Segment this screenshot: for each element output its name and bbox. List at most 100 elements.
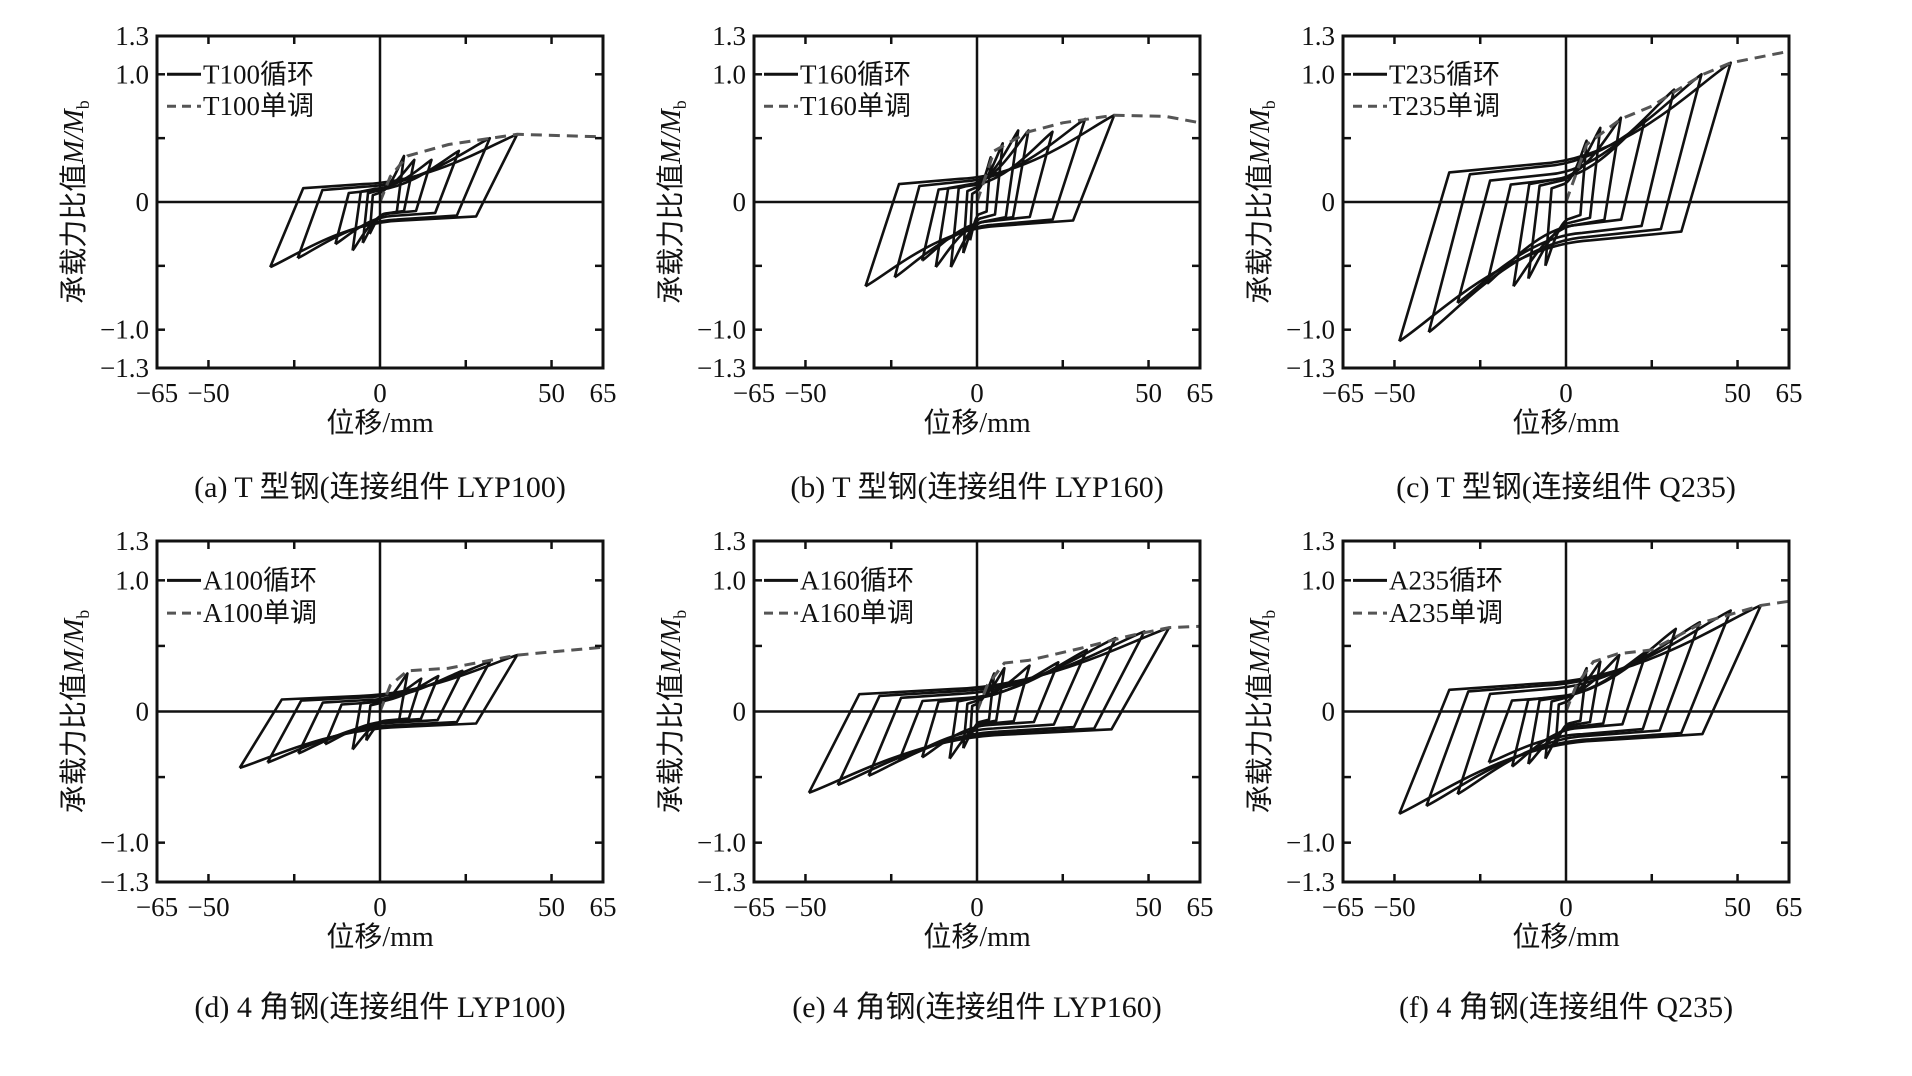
y-tick-label: 1.0 [712, 565, 746, 595]
plot-frame [752, 34, 1202, 370]
hysteresis-loop-4 [1485, 117, 1647, 285]
x-tick-label: 0 [373, 378, 387, 408]
y-tick-label: 0 [136, 697, 150, 727]
x-tick-label: −65 [1322, 892, 1364, 922]
y-axis-label: 承载力比值M/Mb [1244, 610, 1279, 813]
y-tick-label: 1.3 [115, 21, 149, 51]
y-tick-label: 1.3 [1301, 526, 1335, 556]
chart-panel-e: 1.31.00−1.0−1.3−65 −50 0 50 65位移/mm承载力比值M/Mb… [655, 526, 1214, 1024]
y-axis-label: 承载力比值M/Mb [1244, 100, 1279, 303]
legend-label-cyclic: A100循环 [203, 565, 317, 595]
y-tick-label: −1.0 [697, 828, 746, 858]
x-tick-label: 65 [590, 892, 617, 922]
x-axis-label: 位移/mm [923, 921, 1031, 953]
cyclic-series [269, 133, 519, 269]
y-tick-label: 1.3 [1301, 21, 1335, 51]
y-label-numerator: M [656, 139, 687, 165]
y-label-text: 承载力比值 [58, 164, 90, 304]
cyclic-series [238, 653, 519, 770]
cyclic-series [807, 626, 1171, 795]
hysteresis-loop-6 [365, 672, 409, 742]
y-tick-label: 1.0 [115, 59, 149, 89]
y-label-denominator: M [59, 108, 90, 134]
y-label-text: 承载力比值 [1244, 673, 1276, 813]
x-tick-label: −65 [1322, 378, 1364, 408]
y-tick-label: −1.3 [697, 353, 746, 383]
y-label-subscript: b [670, 100, 690, 109]
plot-frame [155, 34, 605, 370]
y-tick-label: 1.0 [1301, 565, 1335, 595]
y-label-text: 承载力比值 [1244, 164, 1276, 304]
panel-caption: (d) 4 角钢(连接组件 LYP100) [194, 991, 565, 1024]
x-tick-label: 50 [538, 892, 565, 922]
panel-caption: (b) T 型钢(连接组件 LYP160) [790, 471, 1163, 504]
y-tick-label: −1.3 [100, 353, 149, 383]
y-label-denominator: M [59, 617, 90, 643]
x-tick-label: 65 [1776, 892, 1803, 922]
hysteresis-loop-6 [1527, 653, 1621, 765]
y-tick-label: 1.3 [115, 526, 149, 556]
hysteresis-loop-7 [1544, 660, 1602, 760]
x-tick-label: 50 [1135, 892, 1162, 922]
panel-caption: (f) 4 角钢(连接组件 Q235) [1399, 991, 1733, 1024]
hysteresis-loop-3 [1456, 621, 1702, 796]
x-tick-label: 0 [970, 378, 984, 408]
monotonic-curve [378, 645, 604, 713]
legend-label-cyclic: T160循环 [800, 59, 911, 89]
monotonic-curve [975, 624, 1201, 713]
x-axis-label: 位移/mm [1512, 407, 1620, 439]
y-tick-label: 1.0 [1301, 59, 1335, 89]
monotonic-curve [1564, 599, 1790, 713]
y-tick-label: 1.3 [712, 526, 746, 556]
chart-panel-b: 1.31.00−1.0−1.3−65 −50 0 50 65位移/mm承载力比值M/Mb… [655, 21, 1214, 504]
y-label-denominator: M [656, 108, 687, 134]
x-tick-label: −50 [784, 892, 826, 922]
y-tick-label: −1.3 [697, 867, 746, 897]
hysteresis-loop-2 [1427, 73, 1703, 334]
y-label-separator: / [1245, 640, 1276, 652]
monotonic-curve [975, 113, 1201, 203]
legend-label-cyclic: A160循环 [800, 565, 914, 595]
monotonic-curve [1564, 49, 1790, 203]
chart-panel-c: 1.31.00−1.0−1.3−65 −50 0 50 65位移/mm承载力比值M/Mb… [1244, 21, 1803, 504]
y-tick-label: −1.0 [1286, 315, 1335, 345]
y-label-numerator: M [1245, 648, 1276, 674]
hysteresis-loop-7 [962, 666, 1006, 749]
y-tick-label: −1.0 [697, 315, 746, 345]
y-label-subscript: b [1259, 610, 1279, 619]
x-tick-label: 50 [538, 378, 565, 408]
y-tick-label: 0 [733, 187, 747, 217]
chart-panel-a: 1.31.00−1.0−1.3−65 −50 0 50 65位移/mm承载力比值M/Mb… [58, 21, 617, 504]
x-tick-label: −65 [136, 892, 178, 922]
legend-label-monotonic: A160单调 [800, 598, 914, 628]
y-label-separator: / [656, 640, 687, 652]
y-tick-label: 1.3 [712, 21, 746, 51]
legend-label-cyclic: T100循环 [203, 59, 314, 89]
legend-label-monotonic: T100单调 [203, 91, 314, 121]
y-label-numerator: M [59, 648, 90, 674]
legend-label-monotonic: T235单调 [1389, 91, 1500, 121]
y-label-numerator: M [59, 139, 90, 165]
hysteresis-loop-8 [1554, 666, 1588, 745]
hysteresis-loop-3 [334, 149, 461, 246]
x-tick-label: −50 [1373, 892, 1415, 922]
hysteresis-loop-6 [1527, 126, 1602, 280]
y-tick-label: −1.0 [1286, 828, 1335, 858]
y-label-text: 承载力比值 [655, 673, 687, 813]
plot-frame [752, 539, 1202, 884]
hysteresis-loop-5 [351, 677, 423, 751]
legend-label-monotonic: A100单调 [203, 598, 317, 628]
hysteresis-loop-5 [949, 129, 1020, 268]
x-tick-label: 65 [1187, 378, 1214, 408]
y-label-subscript: b [73, 100, 93, 109]
y-tick-label: −1.0 [100, 828, 149, 858]
y-tick-label: 0 [733, 697, 747, 727]
y-label-separator: / [656, 130, 687, 142]
hysteresis-loop-1 [1398, 604, 1763, 815]
x-tick-label: 50 [1724, 892, 1751, 922]
plot-frame [1341, 34, 1791, 370]
